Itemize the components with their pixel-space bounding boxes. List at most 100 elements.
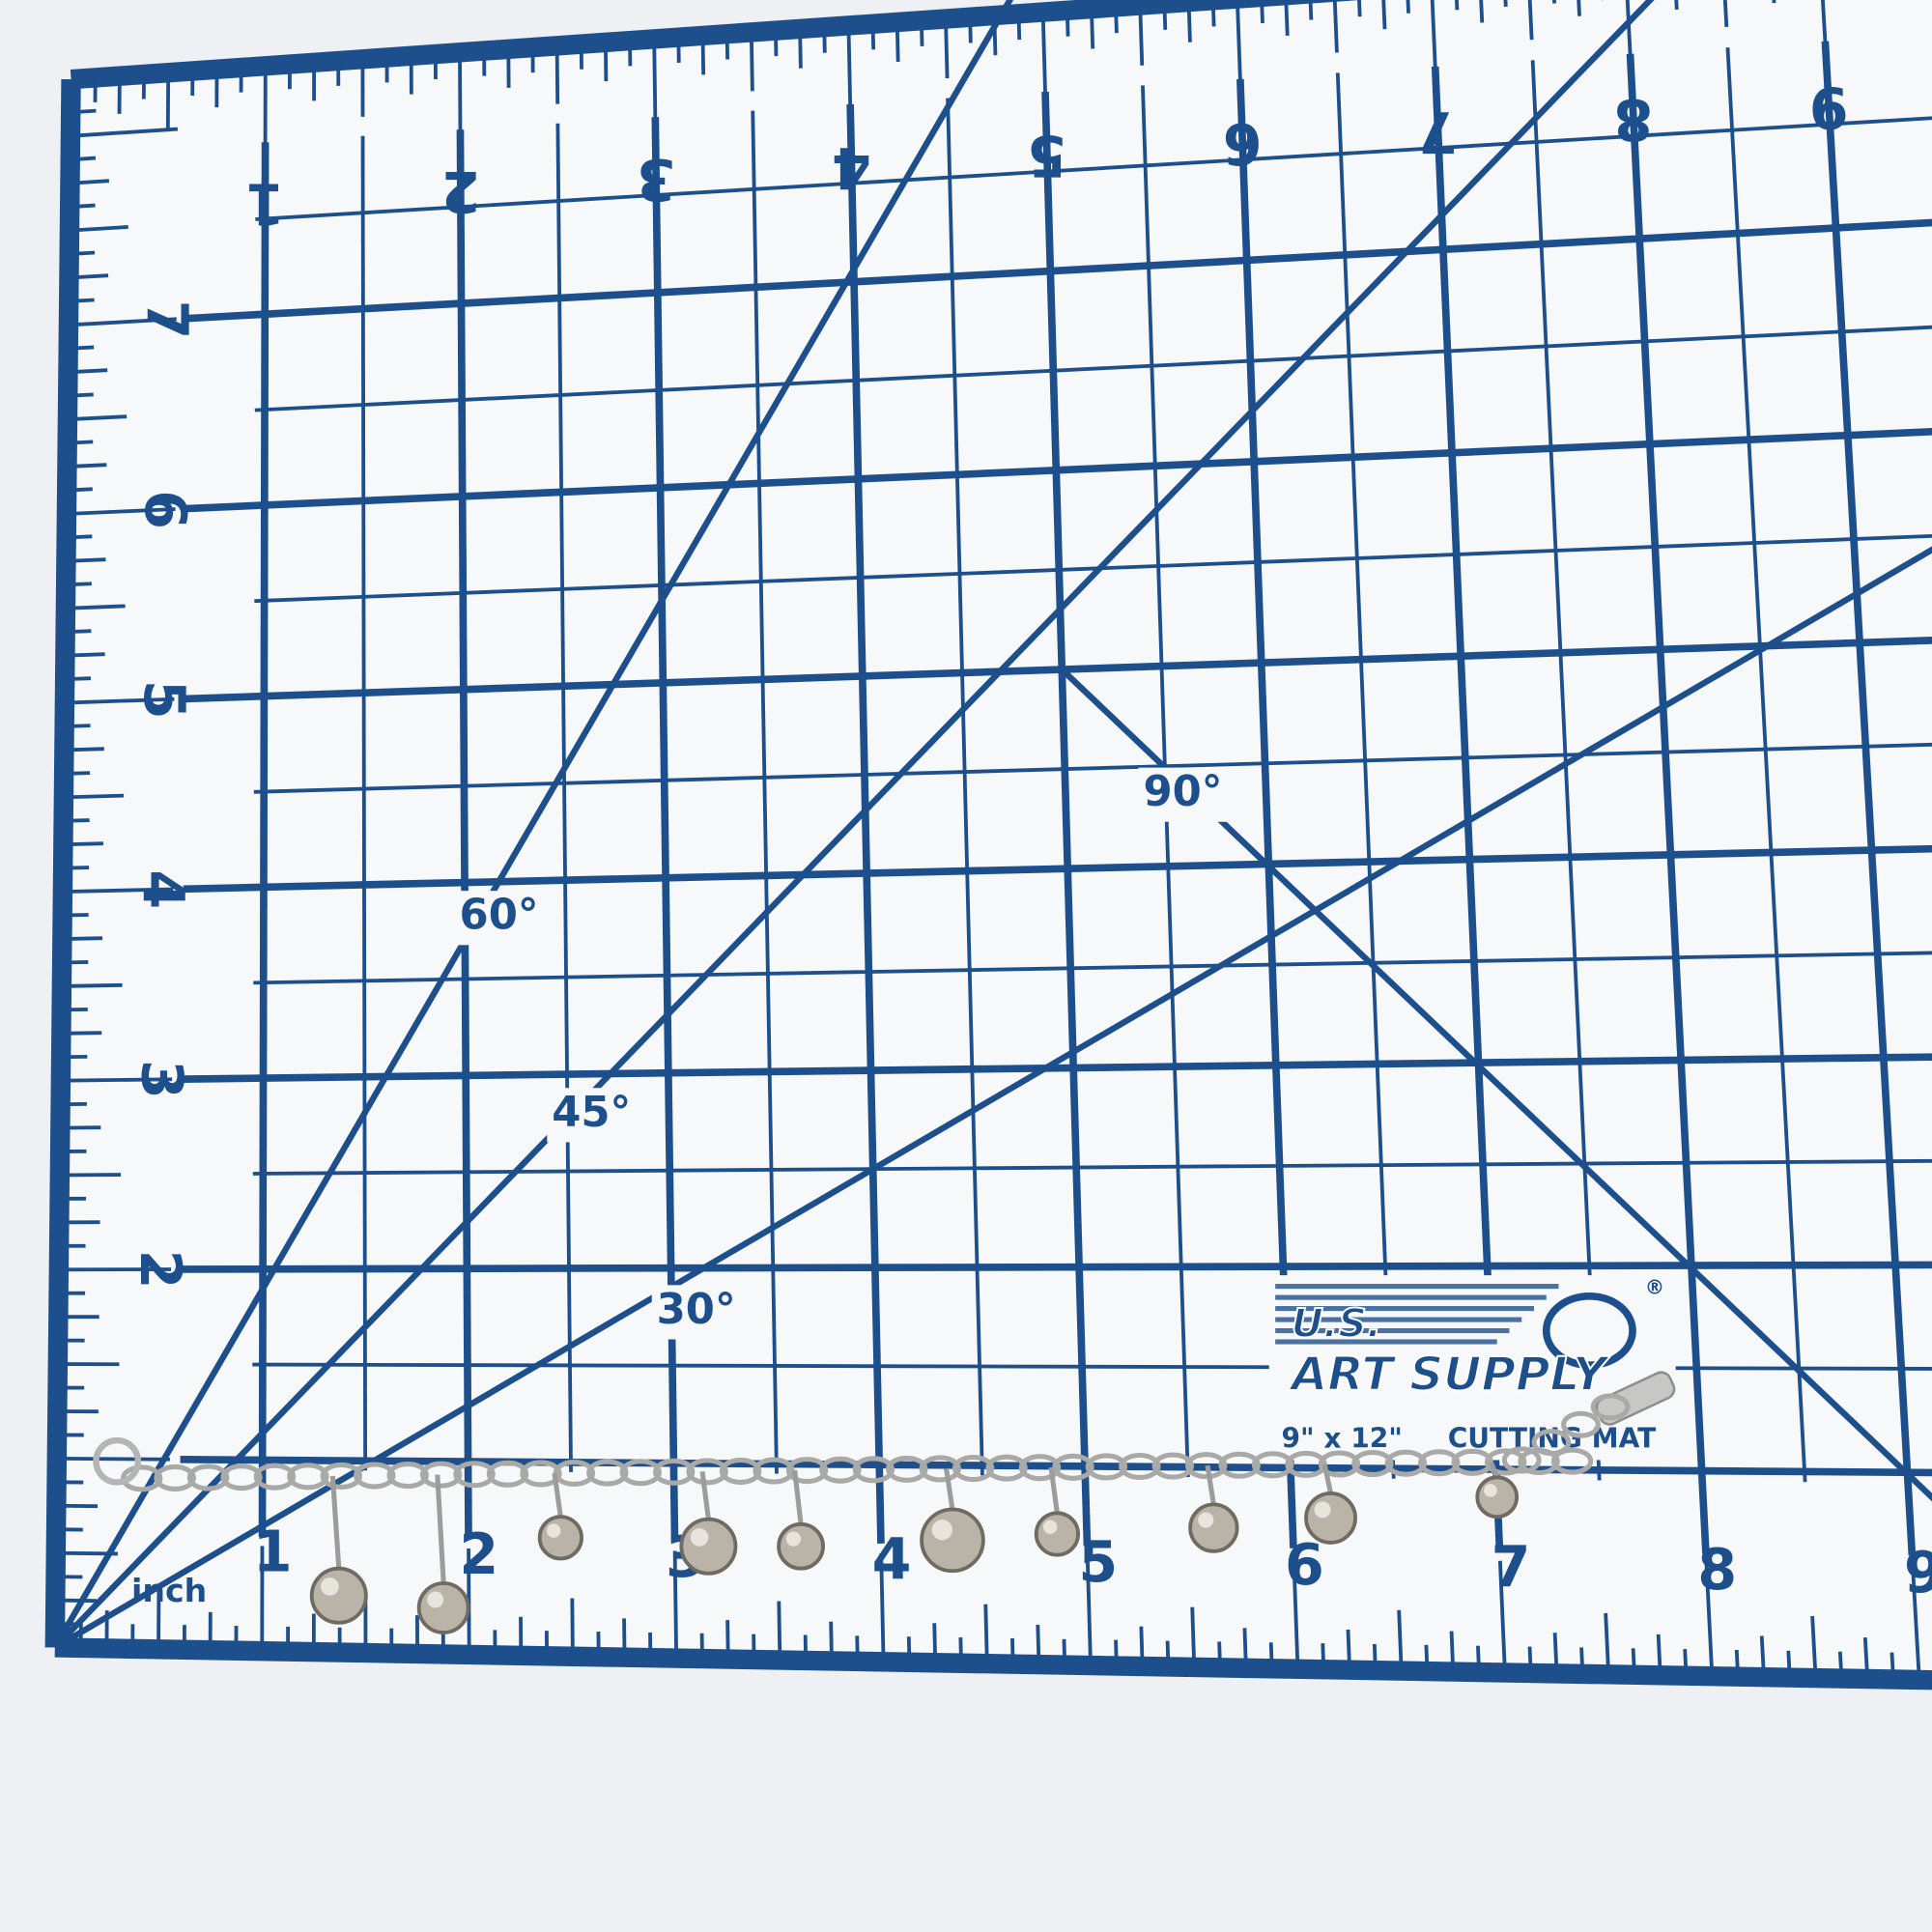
charm-bail (699, 1471, 711, 1520)
charm (1475, 1475, 1520, 1520)
ruler-tick (68, 368, 108, 375)
ruler-tick (1217, 1641, 1222, 1668)
top-ruler-number: 4 (832, 134, 871, 200)
charm-bail (792, 1469, 804, 1525)
charm-highlight (1314, 1501, 1331, 1519)
mat-product: CUTTING MAT (1448, 1423, 1657, 1455)
grid-line-minor (751, 110, 779, 1474)
angle-line-45 (52, 0, 1655, 1650)
grid-line-major (185, 428, 1932, 513)
left-ruler-number: 6 (132, 490, 198, 529)
grid-line-major (1821, 41, 1917, 1556)
chain-link (1590, 1393, 1631, 1421)
ruler-tick (879, 1553, 886, 1662)
logo-flag-stripe (1275, 1327, 1510, 1334)
ruler-tick (1085, 1555, 1093, 1666)
logo-palette (1542, 1292, 1636, 1370)
grid-line-major (180, 1456, 1932, 1477)
chain-link (1185, 1452, 1228, 1480)
chain-link (1151, 1452, 1194, 1480)
ruler-tick (1062, 1638, 1067, 1665)
ruler-tick (1165, 1640, 1171, 1667)
top-ruler-number: 1 (245, 171, 285, 237)
chain-link (453, 1461, 496, 1489)
ruler-tick (1292, 1558, 1300, 1669)
ruler-tick (63, 793, 125, 800)
ruler-tick (69, 273, 109, 280)
ruler-tick (65, 629, 92, 635)
ruler-tick (932, 1623, 938, 1663)
ruler-tick (1138, 5, 1145, 66)
ruler-tick (1332, 0, 1339, 53)
ruler-tick (1527, 1646, 1533, 1674)
ruler-tick (65, 676, 92, 682)
ruler-tick (1862, 1637, 1870, 1680)
charm-highlight (690, 1528, 709, 1547)
ruler-tick (1579, 1647, 1585, 1674)
ruler-tick (69, 225, 128, 233)
bracelet (93, 1371, 1676, 1634)
ruler-tick (749, 32, 754, 92)
ruler-tick (1656, 1634, 1662, 1676)
charm (1304, 1491, 1357, 1545)
charm-bail (435, 1474, 446, 1584)
charm (416, 1581, 470, 1634)
bracelet-ring (93, 1436, 142, 1486)
ruler-tick (895, 21, 900, 62)
ruler-tick (1139, 1626, 1145, 1667)
ruler-tick (64, 724, 91, 728)
chain-link (287, 1463, 329, 1491)
grid-line-minor (255, 116, 1932, 221)
ruler-tick (1406, 0, 1410, 14)
grid-line-minor (253, 742, 1932, 794)
ruler-tick (64, 747, 104, 753)
ruler-tick (1527, 0, 1534, 41)
grid-line-minor (555, 123, 573, 1472)
chain-link (886, 1455, 928, 1483)
left-ruler-number: 4 (130, 869, 196, 909)
left-ruler-number: 3 (128, 1060, 194, 1099)
logo-registered: ® (1645, 1275, 1664, 1298)
chain-link (985, 1454, 1028, 1482)
mat-size: 9" x 12" (1282, 1423, 1403, 1455)
ruler-tick (968, 16, 973, 43)
ruler-tick (68, 317, 177, 327)
ruler-tick (1284, 0, 1290, 36)
charm-highlight (321, 1577, 339, 1596)
ruler-tick (66, 507, 176, 516)
ruler-tick (66, 557, 106, 563)
grid-line-major (1626, 53, 1710, 1553)
chain-link (520, 1460, 562, 1488)
charm-bail (1205, 1464, 1216, 1505)
grid-line-minor (360, 135, 368, 1471)
mat-surface (54, 0, 1932, 1681)
chain-link (220, 1463, 263, 1492)
angle-label-background (1138, 767, 1228, 822)
ruler-tick (1449, 1631, 1456, 1672)
charm (777, 1521, 825, 1571)
ruler-tick (56, 1456, 170, 1462)
charm-bail (552, 1472, 563, 1518)
ruler-tick (63, 866, 90, 870)
ruler-tick (1308, 0, 1314, 20)
ruler-tick (829, 1621, 834, 1662)
chain-link (719, 1457, 762, 1485)
chain-link (852, 1456, 895, 1484)
chain-link (1218, 1451, 1261, 1479)
charm (537, 1515, 583, 1561)
ruler-tick (63, 841, 103, 847)
angle-label: 45° (552, 1089, 631, 1137)
chain-link (1550, 1447, 1594, 1475)
ruler-tick (1604, 1612, 1611, 1675)
ruler-tick (554, 45, 560, 104)
ruler-tick (1911, 1565, 1921, 1681)
ruler-tick (70, 156, 97, 162)
angle-line-30 (53, 546, 1932, 1651)
logo-flag-stripe (1275, 1294, 1547, 1300)
ruler-tick (1503, 0, 1508, 8)
top-ruler-number: 5 (1027, 123, 1066, 188)
ruler-tick (1889, 1652, 1895, 1680)
angle-label: 90° (1143, 768, 1222, 816)
ruler-tick (68, 392, 94, 398)
